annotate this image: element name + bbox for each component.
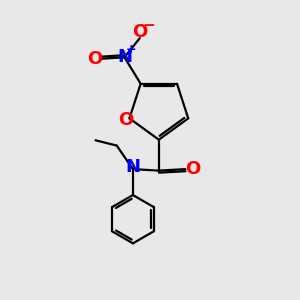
Text: N: N — [117, 48, 132, 66]
Text: O: O — [87, 50, 103, 68]
Text: O: O — [118, 111, 134, 129]
Text: O: O — [185, 160, 200, 178]
Text: −: − — [143, 18, 156, 33]
Text: +: + — [126, 43, 136, 56]
Text: O: O — [132, 22, 147, 40]
Text: N: N — [125, 158, 140, 176]
